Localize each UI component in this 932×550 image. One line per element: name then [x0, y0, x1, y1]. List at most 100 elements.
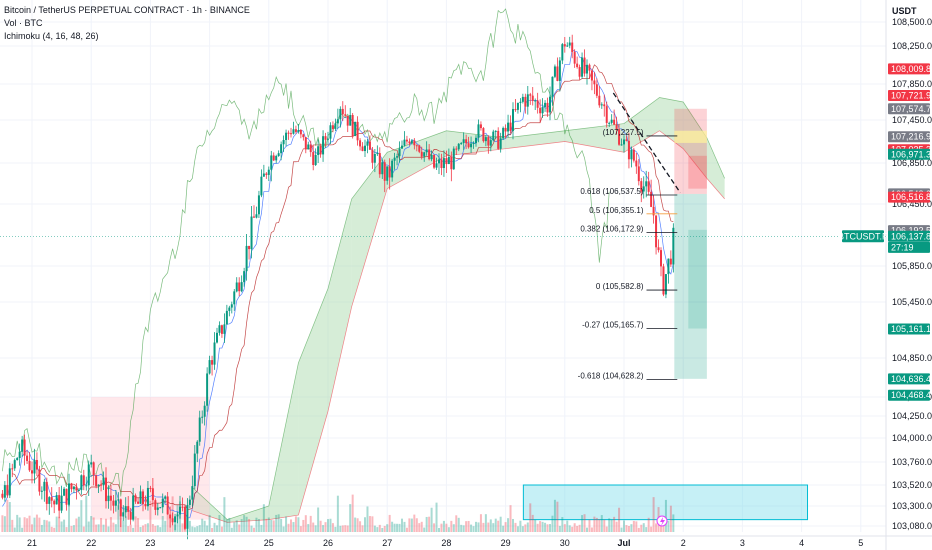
candle[interactable]	[142, 491, 144, 504]
candle[interactable]	[623, 139, 625, 145]
candle[interactable]	[499, 138, 502, 149]
trendline[interactable]	[612, 92, 681, 194]
candle[interactable]	[351, 115, 354, 136]
candle[interactable]	[159, 507, 162, 509]
candle[interactable]	[655, 215, 658, 248]
target-zone-box[interactable]	[522, 484, 809, 521]
candle[interactable]	[647, 181, 650, 192]
candle[interactable]	[615, 124, 618, 130]
candle[interactable]	[82, 475, 85, 486]
candle[interactable]	[68, 483, 70, 505]
take-profit-zone[interactable]	[674, 193, 707, 379]
candle[interactable]	[546, 102, 549, 113]
candle[interactable]	[339, 108, 342, 120]
candle[interactable]	[558, 60, 561, 81]
candle[interactable]	[16, 458, 19, 461]
candle[interactable]	[524, 96, 527, 107]
candle[interactable]	[299, 130, 302, 135]
candle[interactable]	[105, 477, 107, 502]
candle[interactable]	[551, 76, 554, 97]
candle[interactable]	[233, 291, 236, 305]
candle[interactable]	[544, 102, 547, 108]
candle[interactable]	[166, 496, 169, 515]
candle[interactable]	[72, 486, 75, 490]
candle[interactable]	[556, 66, 559, 81]
target-zone[interactable]	[522, 484, 809, 521]
candle[interactable]	[309, 144, 312, 153]
candle[interactable]	[563, 44, 566, 47]
candle[interactable]	[312, 152, 315, 165]
candle[interactable]	[11, 468, 14, 470]
candle[interactable]	[48, 497, 51, 504]
candle[interactable]	[593, 80, 596, 85]
candle[interactable]	[137, 501, 140, 504]
candle[interactable]	[497, 130, 500, 149]
candle[interactable]	[270, 155, 273, 170]
candle[interactable]	[349, 115, 352, 126]
candle[interactable]	[31, 470, 33, 474]
candle[interactable]	[627, 140, 630, 160]
candle[interactable]	[482, 128, 485, 142]
candle[interactable]	[477, 124, 480, 138]
candle[interactable]	[487, 137, 490, 146]
candle[interactable]	[489, 140, 492, 146]
candle[interactable]	[336, 119, 339, 124]
candle[interactable]	[620, 144, 623, 146]
candle[interactable]	[388, 166, 391, 178]
candle[interactable]	[526, 94, 529, 107]
candle[interactable]	[294, 129, 297, 132]
candle[interactable]	[393, 157, 396, 161]
candle[interactable]	[43, 481, 46, 491]
candle[interactable]	[516, 102, 519, 110]
candle[interactable]	[657, 247, 660, 251]
candle[interactable]	[100, 484, 103, 486]
candle[interactable]	[595, 84, 598, 96]
candle[interactable]	[613, 119, 616, 125]
candle[interactable]	[38, 469, 41, 492]
candle[interactable]	[553, 66, 556, 77]
candle[interactable]	[430, 154, 433, 160]
candle[interactable]	[151, 488, 154, 501]
candle[interactable]	[220, 325, 223, 334]
candle[interactable]	[618, 129, 621, 145]
candle[interactable]	[87, 464, 90, 486]
candle[interactable]	[514, 109, 517, 111]
candle[interactable]	[452, 148, 455, 170]
lightning-icon[interactable]	[656, 515, 668, 527]
candle[interactable]	[396, 156, 399, 158]
candle[interactable]	[467, 143, 470, 148]
candle[interactable]	[440, 159, 443, 169]
candle[interactable]	[590, 70, 593, 81]
candle[interactable]	[442, 158, 445, 169]
candle[interactable]	[383, 162, 386, 181]
candle[interactable]	[512, 109, 514, 131]
candle[interactable]	[529, 94, 532, 96]
candle[interactable]	[610, 119, 613, 123]
candle[interactable]	[174, 516, 177, 523]
candle[interactable]	[179, 506, 181, 515]
candle[interactable]	[425, 149, 428, 153]
candle[interactable]	[169, 514, 172, 519]
candle[interactable]	[359, 140, 362, 147]
candle[interactable]	[484, 137, 487, 142]
candle[interactable]	[645, 181, 648, 187]
candle[interactable]	[319, 146, 322, 155]
candle[interactable]	[603, 104, 606, 107]
candle[interactable]	[45, 481, 48, 504]
candle[interactable]	[213, 342, 216, 365]
candle[interactable]	[438, 159, 440, 164]
candle[interactable]	[1, 493, 4, 498]
candle[interactable]	[122, 512, 125, 517]
candle[interactable]	[364, 145, 366, 152]
candle[interactable]	[314, 155, 317, 165]
candle[interactable]	[605, 106, 608, 123]
candle[interactable]	[642, 186, 645, 192]
candle[interactable]	[18, 451, 21, 459]
candle[interactable]	[63, 488, 66, 496]
candle[interactable]	[472, 142, 475, 144]
candle[interactable]	[65, 488, 68, 505]
candle[interactable]	[188, 499, 191, 505]
candle[interactable]	[275, 155, 278, 161]
candle[interactable]	[109, 495, 112, 501]
